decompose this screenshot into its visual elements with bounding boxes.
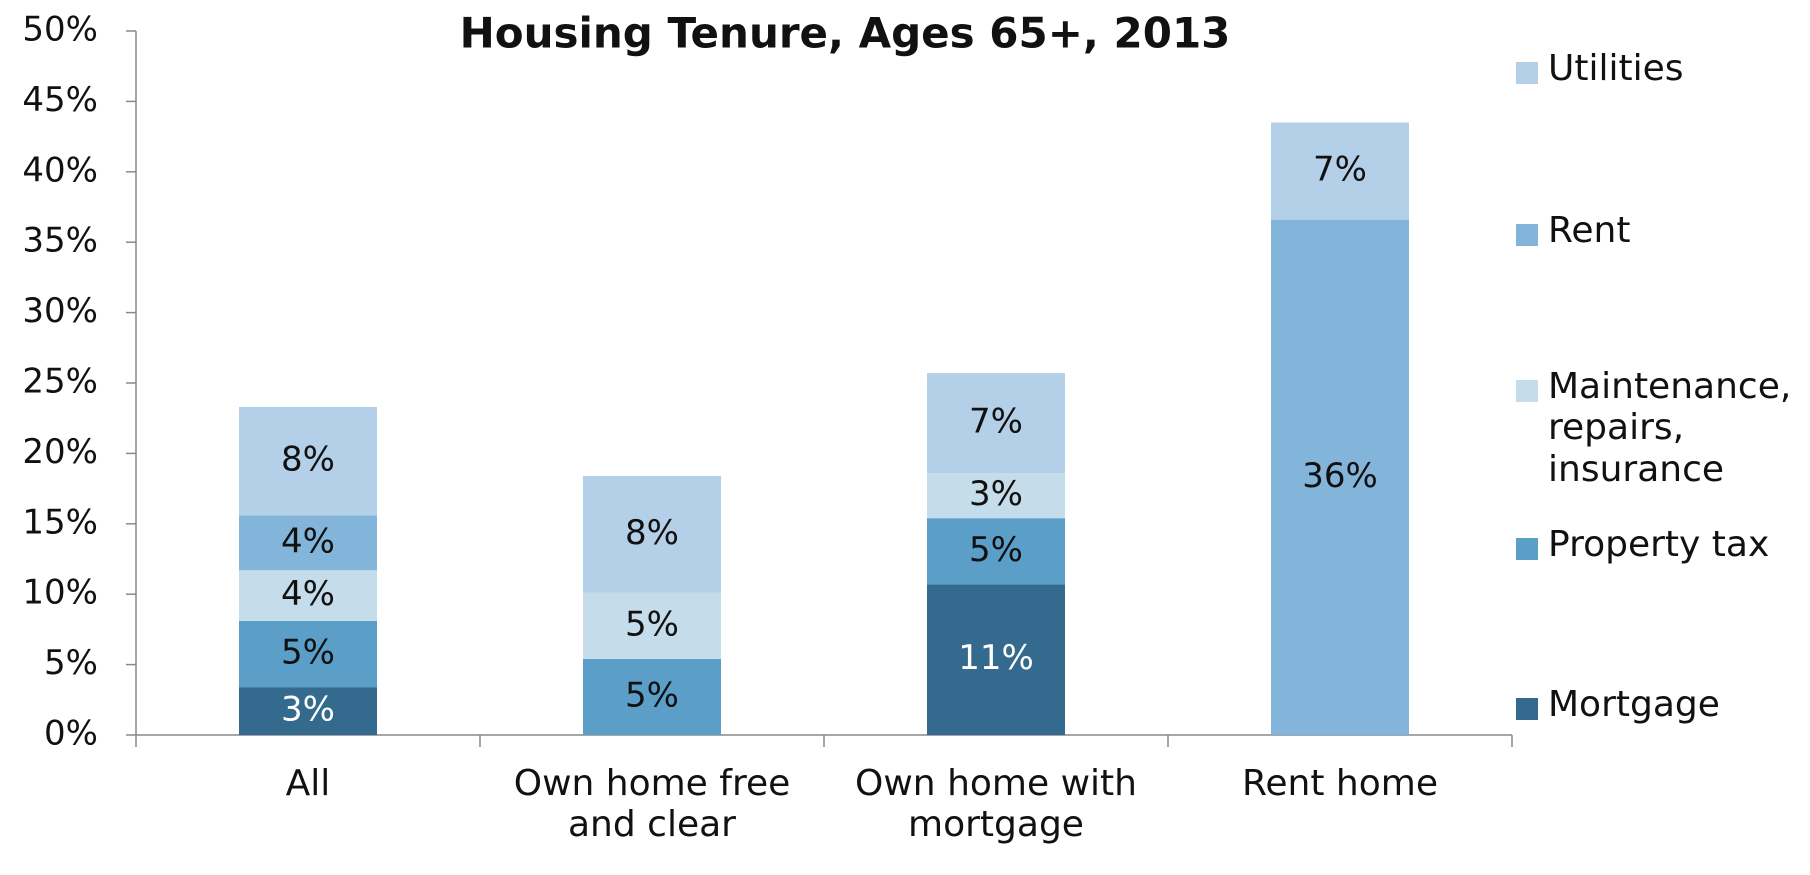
- y-tick-label: 5%: [44, 643, 98, 683]
- legend-label: Rent: [1548, 210, 1631, 251]
- data-label: 8%: [281, 440, 335, 480]
- y-tick-label: 45%: [22, 80, 98, 120]
- y-tick-label: 10%: [22, 573, 98, 613]
- bar-segment: [583, 592, 721, 659]
- data-label: 3%: [281, 690, 335, 730]
- legend-label-box: Mortgage: [1548, 684, 1720, 725]
- legend-label-box: Rent: [1548, 210, 1631, 251]
- legend-label: Maintenance, repairs, insurance: [1548, 366, 1792, 490]
- legend-swatch: [1516, 698, 1538, 720]
- legend-label-box: Property tax: [1548, 524, 1770, 565]
- x-tick-label-box: All: [285, 763, 331, 804]
- legend-swatch: [1516, 224, 1538, 246]
- bar-segment: [1271, 219, 1409, 735]
- data-label: 5%: [281, 633, 335, 673]
- data-label: 5%: [969, 530, 1023, 570]
- bar-segment: [239, 515, 377, 571]
- bar-segment: [583, 475, 721, 593]
- chart-title: Housing Tenure, Ages 65+, 2013: [460, 9, 1231, 58]
- data-label: 7%: [1313, 150, 1367, 190]
- bar-segment: [239, 406, 377, 516]
- y-tick-label: 30%: [22, 291, 98, 331]
- y-tick-label: 15%: [22, 502, 98, 542]
- x-tick-label-box: Own home free and clear: [513, 763, 791, 846]
- x-tick-label-box: Rent home: [1242, 763, 1438, 804]
- legend-label-box: Maintenance, repairs, insurance: [1548, 366, 1792, 490]
- bar-segment: [927, 373, 1065, 474]
- data-label: 36%: [1302, 456, 1378, 496]
- legend-swatch: [1516, 62, 1538, 84]
- data-label: 11%: [958, 638, 1034, 678]
- y-tick-label: 40%: [22, 150, 98, 190]
- bar-segment: [239, 570, 377, 621]
- y-tick-label: 25%: [22, 362, 98, 402]
- bar-segment: [927, 473, 1065, 519]
- x-tick-label: Own home free and clear: [513, 763, 791, 846]
- x-tick-label: All: [285, 763, 331, 804]
- bar-segment: [1271, 122, 1409, 220]
- data-label: 4%: [281, 521, 335, 561]
- data-label: 5%: [625, 604, 679, 644]
- bar-segment: [239, 687, 377, 735]
- y-tick-label: 35%: [22, 221, 98, 261]
- y-tick-label: 20%: [22, 432, 98, 472]
- data-label: 8%: [625, 513, 679, 553]
- x-tick-label: Rent home: [1242, 763, 1438, 804]
- data-label: 4%: [281, 574, 335, 614]
- y-tick-label: 0%: [44, 714, 98, 754]
- bar-segment: [583, 658, 721, 735]
- legend-label: Utilities: [1548, 48, 1684, 89]
- data-label: 5%: [625, 675, 679, 715]
- x-tick-label-box: Own home with mortgage: [855, 763, 1137, 846]
- legend-label: Property tax: [1548, 524, 1770, 565]
- bar-segment: [239, 620, 377, 688]
- legend-label: Mortgage: [1548, 684, 1720, 725]
- legend-swatch: [1516, 380, 1538, 402]
- data-label: 7%: [969, 402, 1023, 442]
- legend-label-box: Utilities: [1548, 48, 1684, 89]
- bar-segment: [927, 584, 1065, 735]
- bar-segment: [927, 518, 1065, 585]
- legend-swatch: [1516, 538, 1538, 560]
- y-tick-label: 50%: [22, 10, 98, 50]
- data-label: 3%: [969, 474, 1023, 514]
- x-tick-label: Own home with mortgage: [855, 763, 1137, 846]
